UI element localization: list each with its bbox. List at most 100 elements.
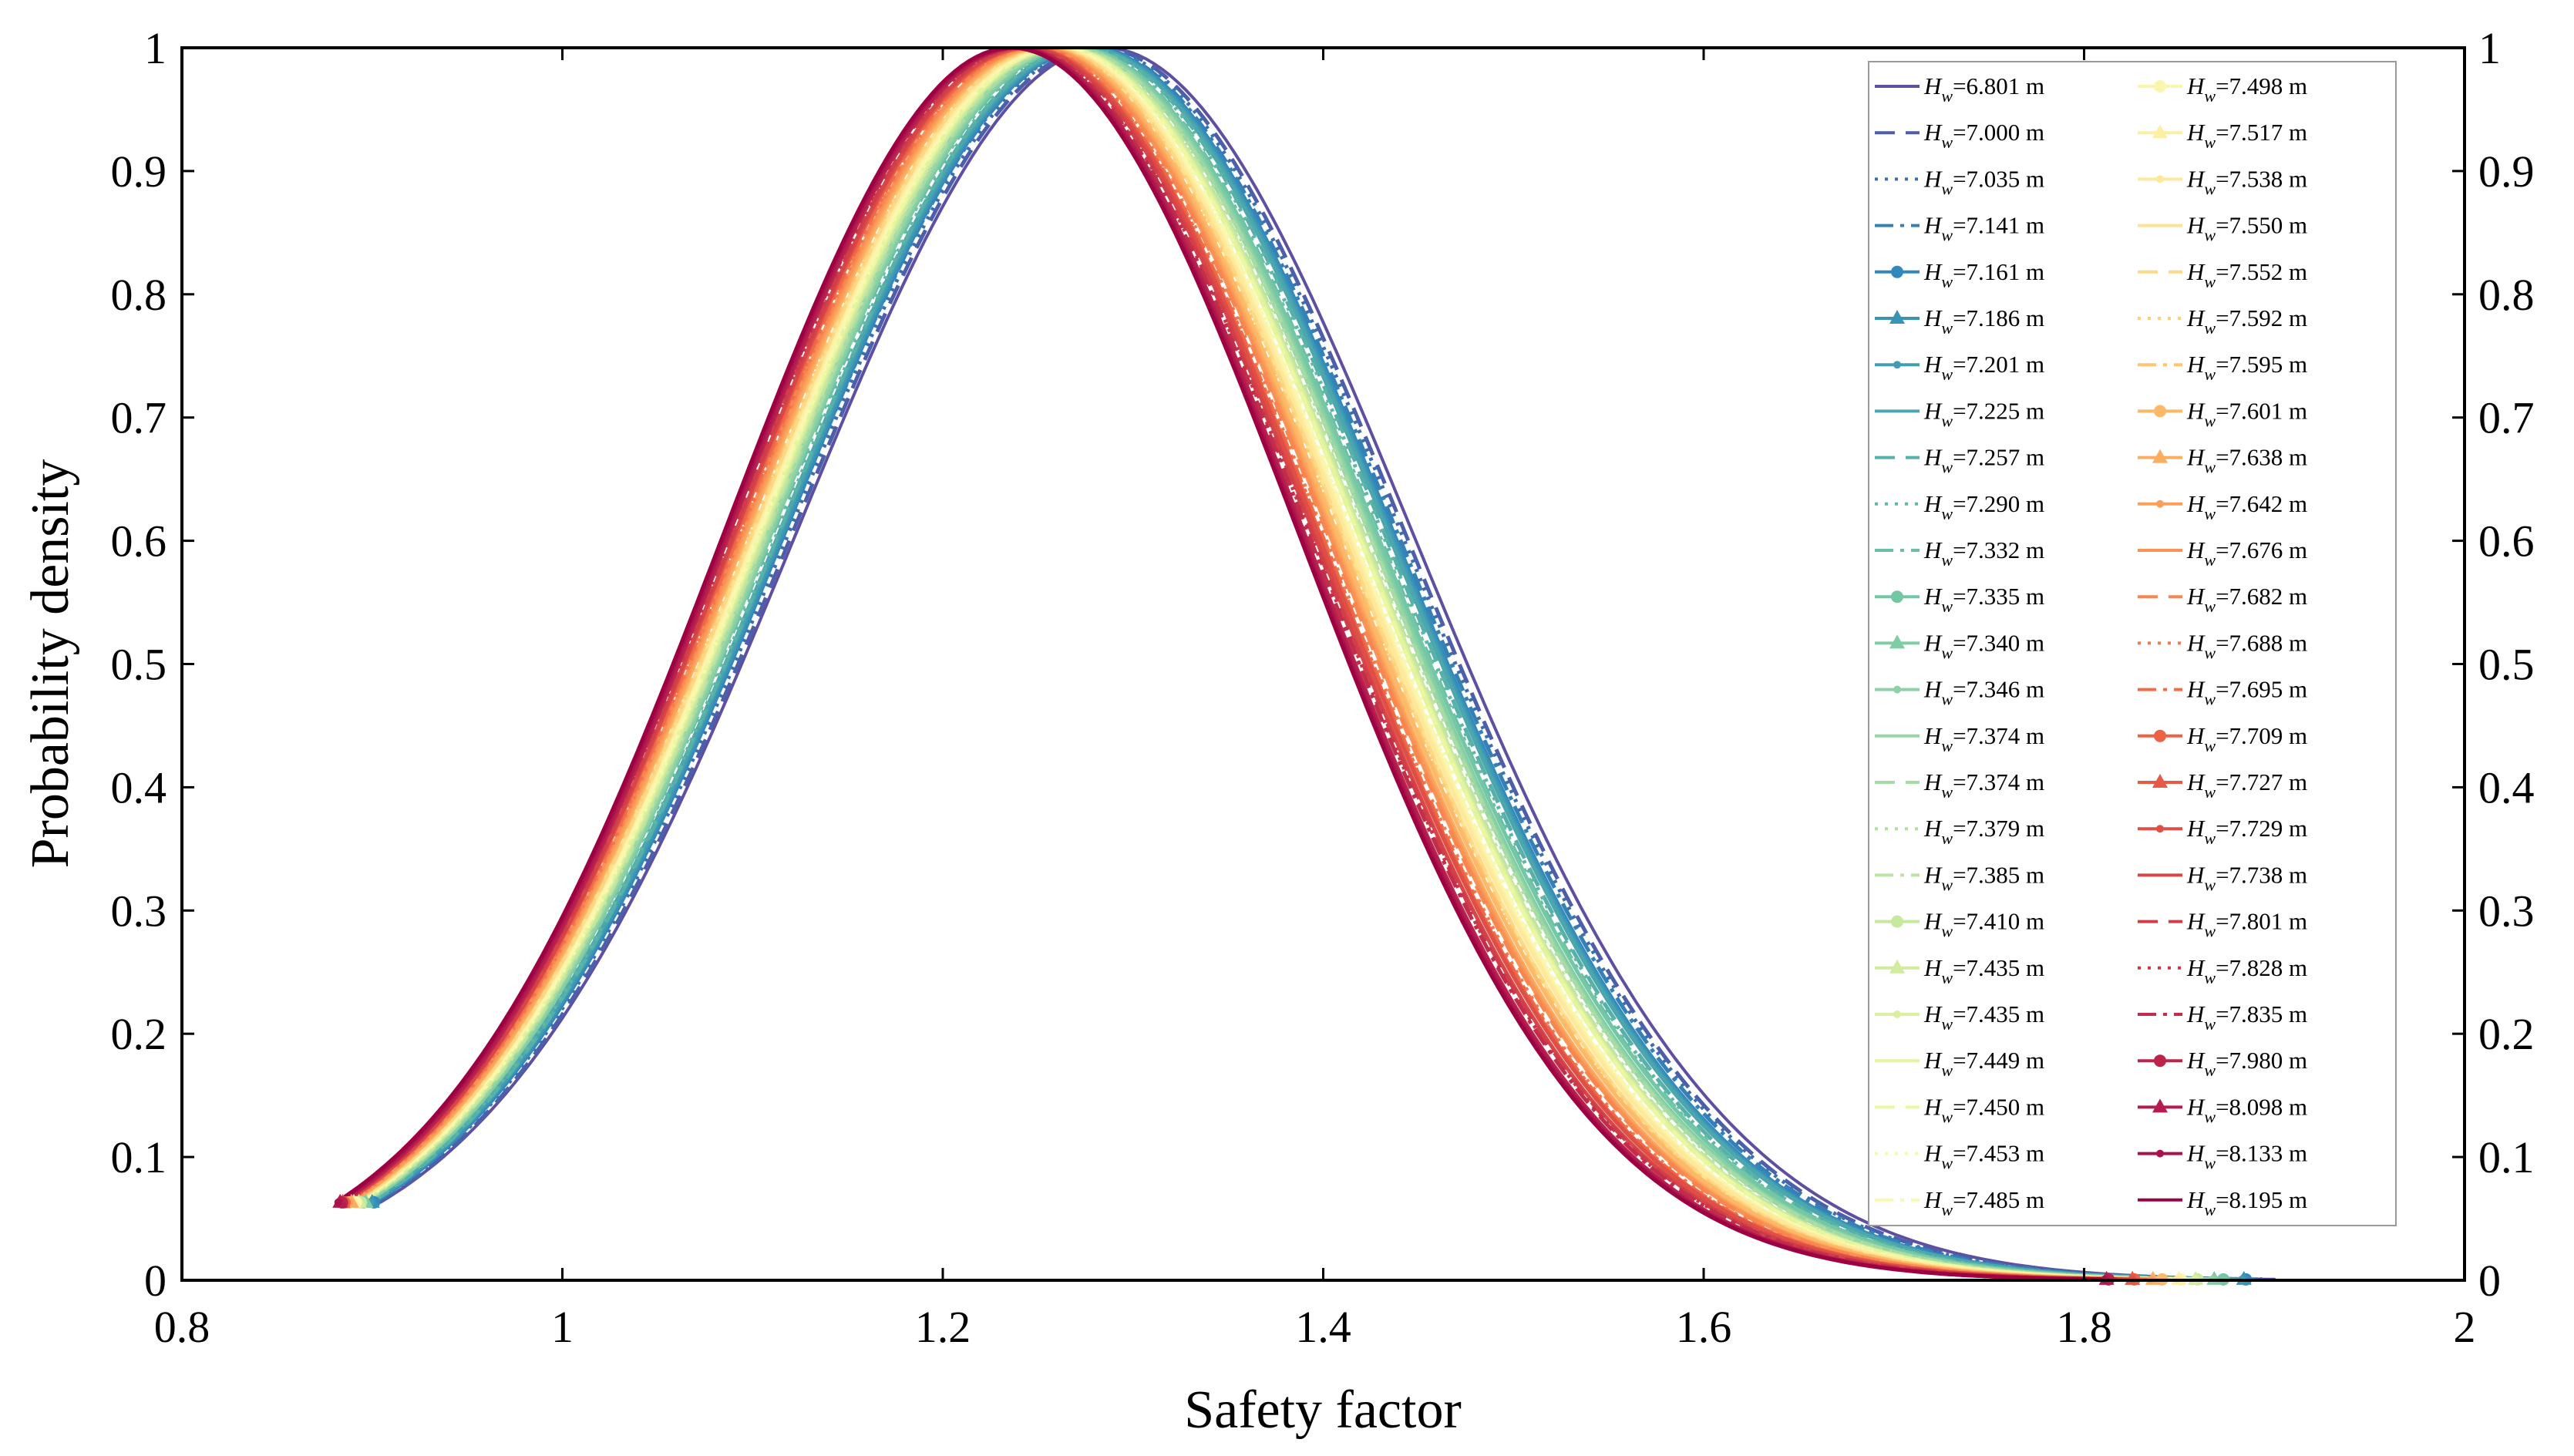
y-tick-label: 0 — [144, 1256, 167, 1306]
y-tick-label: 0.5 — [111, 640, 167, 690]
legend-swatch-marker — [2152, 1098, 2168, 1113]
legend-entry-8: Hw=7.225 m — [1875, 397, 2044, 430]
y-tick-label: 0.8 — [111, 270, 167, 320]
legend-swatch-marker — [1889, 634, 1905, 649]
legend-label: Hw=7.257 m — [1923, 444, 2044, 477]
series-line-2 — [378, 48, 2263, 1280]
legend-label: Hw=7.035 m — [1923, 165, 2044, 198]
legend-entry-48: Hw=8.098 m — [2138, 1093, 2307, 1126]
series-line-50 — [335, 48, 2103, 1280]
legend-box — [1868, 61, 2397, 1226]
x-tick-label: 1.4 — [1295, 1302, 1351, 1352]
legend-label: Hw=7.435 m — [1923, 954, 2044, 987]
series-line-30 — [353, 48, 2169, 1280]
y-tick-label-right: 0.5 — [2478, 640, 2535, 690]
legend-label: Hw=7.835 m — [2186, 1000, 2307, 1034]
legend-label: Hw=7.450 m — [1923, 1093, 2044, 1126]
legend-entry-9: Hw=7.257 m — [1875, 444, 2044, 477]
legend-entry-36: Hw=7.676 m — [2138, 536, 2307, 570]
legend-label: Hw=7.738 m — [2186, 861, 2307, 894]
legend-entry-31: Hw=7.592 m — [2138, 304, 2307, 338]
y-tick-label-right: 0.8 — [2478, 270, 2535, 320]
legend-label: Hw=7.828 m — [2186, 954, 2307, 987]
legend-swatch-marker — [1891, 265, 1903, 278]
legend-entry-39: Hw=7.695 m — [2138, 676, 2307, 709]
y-tick-label-right: 0.4 — [2478, 762, 2535, 812]
y-tick-label: 0.7 — [111, 393, 167, 443]
legend-label: Hw=7.335 m — [1923, 583, 2044, 616]
legend-entry-33: Hw=7.601 m — [2138, 397, 2307, 430]
legend-label: Hw=8.133 m — [2186, 1140, 2307, 1173]
legend-entry-11: Hw=7.332 m — [1875, 536, 2044, 570]
legend-swatch-marker — [1893, 1010, 1901, 1018]
legend-label: Hw=7.225 m — [1923, 397, 2044, 430]
series-marker-49 — [334, 1198, 342, 1206]
legend-entry-18: Hw=7.385 m — [1875, 861, 2044, 894]
legend-label: Hw=7.638 m — [2186, 444, 2307, 477]
legend-swatch-marker — [2156, 825, 2164, 833]
series-line-23 — [355, 48, 2194, 1280]
legend-label: Hw=7.552 m — [2186, 258, 2307, 291]
legend-label: Hw=7.374 m — [1923, 768, 2044, 802]
legend-label: Hw=7.727 m — [2186, 768, 2307, 802]
legend-label: Hw=7.498 m — [2186, 72, 2307, 106]
legend-entry-19: Hw=7.410 m — [1875, 908, 2044, 941]
legend-label: Hw=7.201 m — [1923, 351, 2044, 384]
series-line-1 — [379, 48, 2276, 1280]
legend-label: Hw=7.332 m — [1923, 536, 2044, 570]
legend-swatch-marker — [2156, 175, 2164, 183]
y-tick-label: 0.1 — [111, 1132, 167, 1182]
legend-label: Hw=7.290 m — [1923, 490, 2044, 523]
y-tick-label: 0.9 — [111, 146, 167, 197]
legend-entry-42: Hw=7.729 m — [2138, 815, 2307, 848]
legend-label: Hw=7.141 m — [1923, 212, 2044, 245]
legend-label: Hw=7.550 m — [2186, 212, 2307, 245]
legend-swatch-marker — [2152, 449, 2168, 463]
series-layer — [335, 48, 2276, 1280]
legend-entry-29: Hw=7.550 m — [2138, 212, 2307, 245]
legend-entry-34: Hw=7.638 m — [2138, 444, 2307, 477]
x-tick-label: 0.8 — [154, 1302, 210, 1352]
legend-swatch-marker — [1893, 685, 1901, 694]
legend-label: Hw=7.186 m — [1923, 304, 2044, 338]
legend-entry-7: Hw=7.201 m — [1875, 351, 2044, 384]
legend-swatch-marker — [2152, 774, 2168, 788]
legend-entry-20: Hw=7.435 m — [1875, 954, 2044, 987]
legend-swatch-marker — [2156, 1149, 2164, 1158]
legend-label: Hw=7.379 m — [1923, 815, 2044, 848]
legend-label: Hw=8.195 m — [2186, 1186, 2307, 1219]
legend-swatch-marker — [1891, 590, 1903, 604]
legend-entry-49: Hw=8.133 m — [2138, 1140, 2307, 1173]
y-tick-label-right: 0 — [2478, 1256, 2501, 1306]
legend-label: Hw=7.801 m — [2186, 908, 2307, 941]
legend-entry-6: Hw=7.186 m — [1875, 304, 2044, 338]
tick-layer: 0.8 1 1.2 1.4 1.6 1.8 20 00.1 0.10.2 0.20.3 0.30.4… — [111, 23, 2535, 1352]
legend-entry-16: Hw=7.374 m — [1875, 768, 2044, 802]
legend-swatch-marker — [2154, 729, 2166, 742]
legend-swatch-marker — [1889, 959, 1905, 973]
y-tick-label: 0.6 — [111, 516, 167, 567]
legend-label: Hw=7.682 m — [2186, 583, 2307, 616]
legend-entry-25: Hw=7.485 m — [1875, 1186, 2044, 1219]
y-tick-label: 0.2 — [111, 1009, 167, 1059]
series-line-10 — [368, 48, 2229, 1280]
legend-entry-46: Hw=7.835 m — [2138, 1000, 2307, 1034]
legend-label: Hw=7.161 m — [1923, 258, 2044, 291]
legend-label: Hw=7.709 m — [2186, 722, 2307, 755]
x-tick-label: 2 — [2454, 1302, 2476, 1352]
legend-label: Hw=7.538 m — [2186, 165, 2307, 198]
legend-swatch-marker — [1893, 361, 1901, 369]
series-line-3 — [374, 48, 2259, 1280]
y-axis-label: Probability density — [21, 459, 80, 869]
legend-entry-17: Hw=7.379 m — [1875, 815, 2044, 848]
legend-entry-40: Hw=7.709 m — [2138, 722, 2307, 755]
legend-label: Hw=7.601 m — [2186, 397, 2307, 430]
x-tick-label: 1.2 — [915, 1302, 971, 1352]
legend-swatch-marker — [1889, 310, 1905, 324]
legend-entry-5: Hw=7.161 m — [1875, 258, 2044, 291]
legend-label: Hw=7.517 m — [2186, 119, 2307, 152]
legend-entry-50: Hw=8.195 m — [2138, 1186, 2307, 1219]
x-tick-label: 1.6 — [1676, 1302, 1732, 1352]
x-tick-label: 1 — [551, 1302, 574, 1352]
